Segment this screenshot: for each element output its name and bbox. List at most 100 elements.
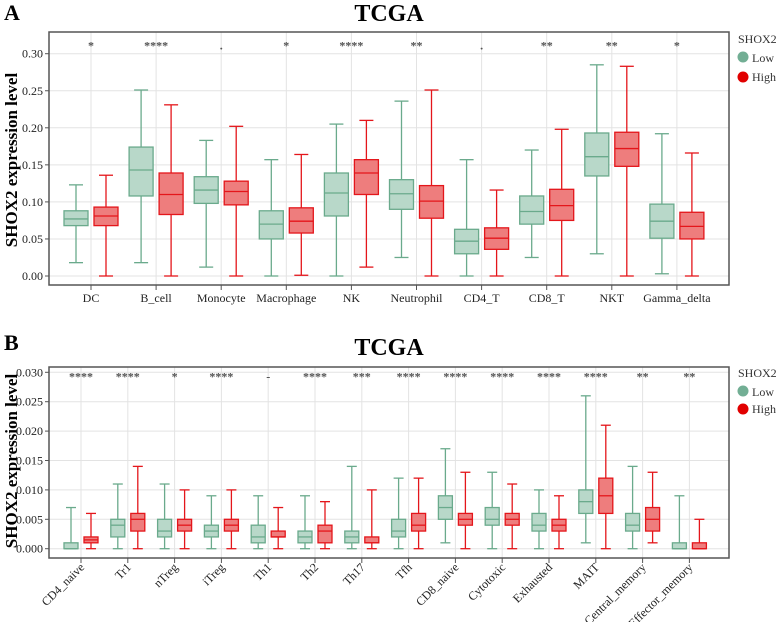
significance-label: .	[480, 39, 483, 53]
y-tick-label: 0.20	[22, 121, 43, 135]
y-tick-label: 0.00	[22, 269, 43, 283]
box-iqr	[671, 542, 688, 550]
y-tick-label: 0.000	[16, 542, 43, 556]
y-axis-label: SHOX2 expression level	[2, 73, 21, 248]
significance-label: ***	[353, 369, 371, 383]
x-tick-label: CD8_T	[529, 291, 566, 305]
box-iqr	[258, 210, 284, 240]
legend-high-label: High	[752, 70, 776, 84]
x-tick-label: DC	[83, 291, 100, 305]
box-iqr	[614, 131, 640, 167]
box-iqr	[624, 512, 641, 532]
x-tick-label: nTreg	[151, 560, 181, 590]
box-iqr	[250, 524, 266, 544]
box-low-NK	[323, 123, 350, 277]
x-tick-label: Tr1	[112, 560, 134, 582]
x-tick-label: B_cell	[140, 291, 172, 305]
box-low-Effector_memory	[671, 495, 688, 550]
box-iqr	[128, 146, 154, 197]
box-iqr	[270, 530, 286, 538]
box-low-Th17	[344, 465, 360, 550]
legend: SHOX2 Low High	[737, 366, 777, 416]
box-high-Effector_memory	[691, 518, 708, 550]
box-iqr	[410, 512, 427, 532]
box-low-NKT	[584, 64, 610, 255]
significance-label: **	[683, 369, 695, 383]
y-tick-label: 0.010	[16, 483, 43, 497]
x-tick-label: Cytotoxic	[465, 560, 508, 603]
significance-label: ****	[443, 369, 467, 383]
box-low-CD8_naive	[437, 448, 454, 544]
y-tick-label: 0.005	[16, 512, 43, 526]
box-low-Tfh	[390, 477, 407, 550]
box-high-Macrophage	[288, 153, 314, 276]
y-tick-label: 0.05	[22, 232, 43, 246]
legend-title: SHOX2	[738, 32, 777, 46]
plot-border	[48, 31, 730, 286]
panel-a: A TCGA SHOX2 expression level SHOX2 Low …	[2, 0, 777, 305]
box-high-nTreg	[176, 489, 193, 550]
box-high-Th1	[270, 506, 286, 550]
box-iqr	[691, 542, 708, 550]
significance-label: **	[541, 39, 553, 53]
significance-label: **	[411, 39, 423, 53]
box-low-Gamma_delta	[649, 133, 675, 275]
box-high-iTreg	[223, 489, 240, 550]
significance-label: ****	[144, 39, 168, 53]
x-tick-label: CD4_T	[464, 291, 501, 305]
box-high-Tr1	[130, 465, 146, 550]
x-tick-label: CD4_naive	[39, 560, 88, 609]
y-tick-label: 0.015	[16, 454, 43, 468]
y-axis-label: SHOX2 expression level	[2, 374, 21, 549]
box-iqr	[353, 159, 380, 196]
box-low-Th2	[297, 495, 313, 550]
box-low-Th1	[250, 495, 266, 550]
y-tick-label: 0.030	[16, 365, 43, 379]
box-iqr	[158, 172, 184, 216]
x-tick-label: Macrophage	[256, 291, 316, 305]
legend-low-marker	[737, 51, 749, 63]
box-low-Macrophage	[258, 159, 284, 277]
box-high-Cytotoxic	[504, 483, 520, 550]
legend-high-marker	[737, 403, 749, 415]
box-high-CD4_naive	[83, 512, 99, 550]
x-tick-label: Exhausted	[510, 560, 555, 605]
significance-label: **	[637, 369, 649, 383]
significance-label: ****	[537, 369, 561, 383]
significance-label: ****	[339, 39, 363, 53]
box-low-B_cell	[128, 89, 154, 264]
box-iqr	[418, 184, 445, 219]
plot-border	[48, 366, 730, 559]
y-tick-label: 0.10	[22, 195, 43, 209]
box-iqr	[223, 180, 249, 206]
legend-low-label: Low	[752, 385, 774, 399]
box-iqr	[323, 172, 350, 217]
legend-low-marker	[737, 385, 749, 397]
x-tick-label: MAIT	[570, 560, 602, 592]
box-high-Exhausted	[551, 495, 567, 550]
box-low-Neutrophil	[388, 100, 415, 259]
significance-label: ****	[209, 369, 233, 383]
panel-letter: B	[4, 330, 19, 355]
x-tick-label: Gamma_delta	[643, 291, 711, 305]
box-low-Monocyte	[193, 139, 219, 268]
significance-label: ****	[116, 369, 140, 383]
box-high-Gamma_delta	[679, 152, 705, 277]
box-iqr	[317, 524, 333, 544]
significance-label: .	[220, 39, 223, 53]
box-low-MAIT	[578, 395, 594, 544]
box-iqr	[390, 518, 407, 538]
significance-label: ****	[303, 369, 327, 383]
legend-title: SHOX2	[738, 366, 777, 380]
box-high-CD4_T	[483, 189, 510, 277]
significance-label: *	[283, 39, 289, 53]
x-tick-label: Th1	[251, 560, 275, 584]
box-iqr	[484, 506, 500, 526]
significance-label: ****	[584, 369, 608, 383]
box-low-iTreg	[203, 495, 220, 550]
legend-high-marker	[737, 71, 749, 83]
x-tick-label: Monocyte	[197, 291, 246, 305]
y-tick-label: 0.25	[22, 84, 43, 98]
chart-title: TCGA	[354, 335, 424, 361]
